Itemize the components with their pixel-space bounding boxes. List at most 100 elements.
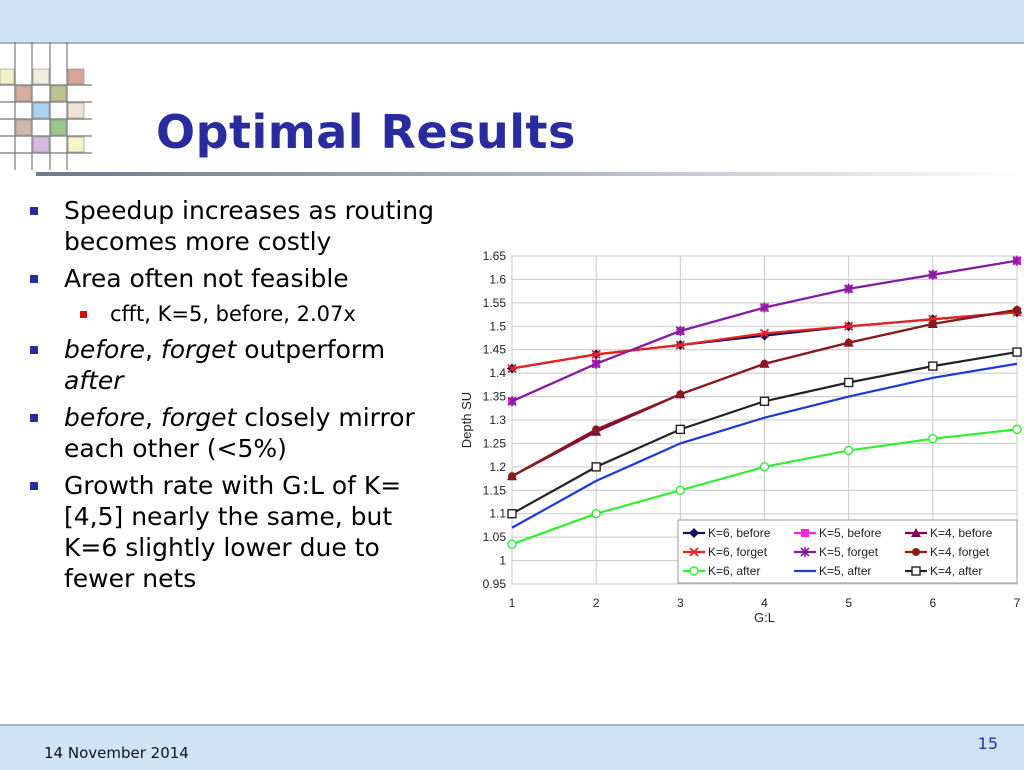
data-point [591, 509, 601, 519]
data-point [759, 330, 770, 341]
data-point [844, 338, 853, 347]
bullet-item: before, forget outperform after [30, 334, 450, 396]
legend-label: K=4, before [930, 526, 993, 540]
data-point [759, 302, 770, 313]
data-point [928, 434, 938, 444]
legend-label: K=4, forget [930, 545, 990, 559]
legend-box [677, 519, 1018, 584]
bullet-italic-forget: forget [160, 403, 237, 432]
legend-label: K=6, before [708, 526, 771, 540]
legend-marker [911, 528, 921, 537]
y-tick-label: 1.2 [489, 460, 506, 474]
bullet-italic-forget: forget [160, 335, 237, 364]
bullet-marker [30, 414, 38, 422]
bullet-italic-before: before [64, 403, 146, 432]
data-point [675, 325, 685, 336]
legend-marker [800, 547, 810, 557]
y-tick-label: 1.65 [483, 249, 507, 263]
data-point [928, 361, 938, 371]
bullet-italic-before: before [64, 335, 146, 364]
bullet-text: , [145, 403, 161, 432]
y-tick-label: 1 [499, 554, 506, 568]
legend-marker [689, 566, 699, 576]
legend-label: K=4, after [930, 564, 982, 578]
legend-marker [801, 529, 809, 537]
data-point [928, 319, 937, 328]
bullet-marker [30, 275, 38, 283]
bullet-item: before, forget closely mirror each other… [30, 402, 450, 464]
y-tick-label: 1.05 [483, 530, 507, 544]
depth-su-line-chart: 0.9511.051.11.151.21.251.31.351.41.451.5… [459, 249, 1022, 625]
data-point [508, 472, 516, 481]
slide-title: Optimal Results [156, 105, 576, 159]
bullet-text: closely mirror each other (<5%) [64, 403, 415, 463]
series-6 [507, 424, 1022, 549]
data-point [1012, 424, 1022, 435]
data-point [844, 283, 854, 294]
legend-label: K=5, after [819, 564, 871, 578]
bullet-text: outperform [236, 335, 386, 364]
x-tick-label: 1 [509, 596, 516, 610]
bullet-item: Area often not feasible [30, 263, 450, 294]
x-tick-label: 7 [1014, 596, 1021, 610]
data-point [507, 363, 517, 374]
bullet-marker [30, 346, 38, 354]
data-point [675, 340, 685, 350]
legend-label: K=5, before [819, 526, 882, 540]
slide-number: 15 [977, 734, 998, 753]
bullet-list: Speedup increases as routing becomes mor… [30, 195, 450, 600]
data-point [675, 424, 686, 435]
series-8 [507, 347, 1022, 519]
x-tick-label: 2 [593, 596, 600, 610]
legend-marker [912, 548, 920, 556]
legend-marker [911, 566, 921, 576]
bullet-text: Speedup increases as routing becomes mor… [64, 196, 434, 256]
y-tick-label: 1.6 [489, 272, 506, 286]
y-tick-label: 1.5 [489, 319, 506, 333]
y-tick-label: 1.3 [489, 413, 506, 427]
data-point [591, 462, 601, 472]
data-point [843, 377, 854, 388]
bullet-marker [30, 482, 38, 490]
x-tick-label: 5 [845, 596, 852, 610]
series-line [511, 362, 1018, 529]
x-axis-label: G:L [754, 610, 775, 625]
bullet-item: Speedup increases as routing becomes mor… [30, 195, 450, 257]
data-point [760, 359, 769, 368]
series-7 [511, 362, 1018, 529]
data-point [507, 539, 517, 549]
data-point [676, 390, 685, 399]
y-tick-label: 0.95 [483, 577, 507, 591]
data-point [843, 445, 854, 456]
series-5 [508, 305, 1021, 481]
legend-label: K=6, after [708, 564, 760, 578]
data-point [591, 358, 601, 369]
y-tick-label: 1.15 [483, 483, 507, 497]
bullet-text: Growth rate with G:L of K=[4,5] nearly t… [64, 471, 402, 593]
bullet-text: Area often not feasible [64, 264, 349, 293]
data-point [1012, 347, 1022, 357]
bullet-marker [30, 207, 38, 215]
legend-marker [689, 528, 699, 538]
bottom-banner [0, 724, 1024, 770]
data-point [759, 462, 770, 472]
x-tick-label: 4 [761, 596, 768, 610]
x-tick-label: 6 [929, 596, 936, 610]
y-tick-label: 1.45 [483, 343, 507, 357]
data-point [759, 328, 770, 338]
bullet-text: , [145, 335, 161, 364]
y-tick-label: 1.25 [483, 436, 507, 450]
legend-label: K=5, forget [819, 545, 879, 559]
data-point [507, 396, 517, 407]
y-tick-label: 1.35 [483, 390, 507, 404]
sub-bullet-text: cfft, K=5, before, 2.07x [110, 302, 356, 326]
y-tick-label: 1.1 [489, 507, 506, 521]
bullet-italic-after: after [64, 366, 124, 395]
series-4 [507, 255, 1022, 407]
data-point [1013, 305, 1021, 314]
top-banner [0, 0, 1024, 44]
sub-bullet-item: cfft, K=5, before, 2.07x [30, 300, 450, 328]
y-tick-label: 1.4 [489, 366, 506, 380]
legend-label: K=6, forget [708, 545, 768, 559]
data-point [928, 269, 938, 280]
